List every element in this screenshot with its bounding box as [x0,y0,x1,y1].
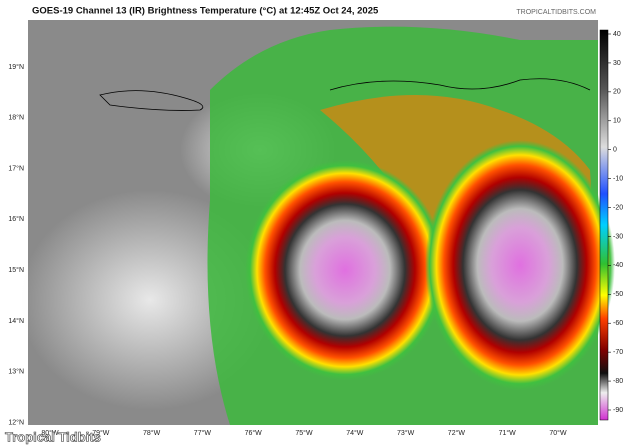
watermark: Tropical Tidbits [5,429,101,444]
lat-label: 14°N [8,317,24,325]
storm-core [245,160,445,380]
lat-labels: 19°N 18°N 17°N 16°N 15°N 14°N 13°N 12°N [8,63,24,427]
lon-label: 76°W [245,429,263,437]
lon-label: 78°W [143,429,161,437]
colorbar-tick-label: -40 [613,262,623,269]
colorbar-tick-label: -30 [613,233,623,240]
colorbar-tick-label: 40 [613,31,621,38]
colorbar-tick-label: -90 [613,407,623,414]
coastline [99,90,204,111]
lon-label: 70°W [549,429,567,437]
lon-label: 75°W [295,429,313,437]
title: GOES-19 Channel 13 (IR) Brightness Tempe… [32,6,379,17]
storm-core [425,140,615,390]
colorbar-tick-label: 20 [613,89,621,96]
colorbar-tick-label: 30 [613,60,621,67]
coastline [329,78,591,91]
header-bar [0,0,634,20]
lat-label: 12°N [8,418,24,426]
colorbar-tick-label: 10 [613,118,621,125]
lon-label: 71°W [499,429,517,437]
colorbar-tick-label: -50 [613,291,623,298]
lon-label: 73°W [397,429,415,437]
lon-labels: 80°W 79°W 78°W 77°W 76°W 75°W 74°W 73°W 72°W 71°W… [41,429,567,437]
colorbar-ticks: 40 30 20 10 0 -10 -20 -30 -40 -50 -60 -70 -80 -90 [608,31,623,414]
lat-label: 19°N [8,63,24,71]
lat-label: 15°N [8,266,24,274]
colorbar-tick-label: -70 [613,349,623,356]
colorbar-tick-label: -60 [613,320,623,327]
colorbar-tick-label: 0 [613,147,617,154]
lon-label: 74°W [346,429,364,437]
lon-label: 80°W [41,429,59,437]
lat-label: 16°N [8,215,24,223]
lat-label: 13°N [8,368,24,376]
lat-label: 18°N [8,114,24,122]
colorbar-tick-label: -10 [613,175,623,182]
colorbar [599,29,609,421]
lat-label: 17°N [8,164,24,172]
lon-label: 77°W [194,429,212,437]
source: TROPICALTIDBITS.COM [516,9,596,16]
colorbar-tick-label: -80 [613,378,623,385]
lon-label: 79°W [92,429,110,437]
colorbar-tick-label: -20 [613,204,623,211]
lon-label: 72°W [448,429,466,437]
